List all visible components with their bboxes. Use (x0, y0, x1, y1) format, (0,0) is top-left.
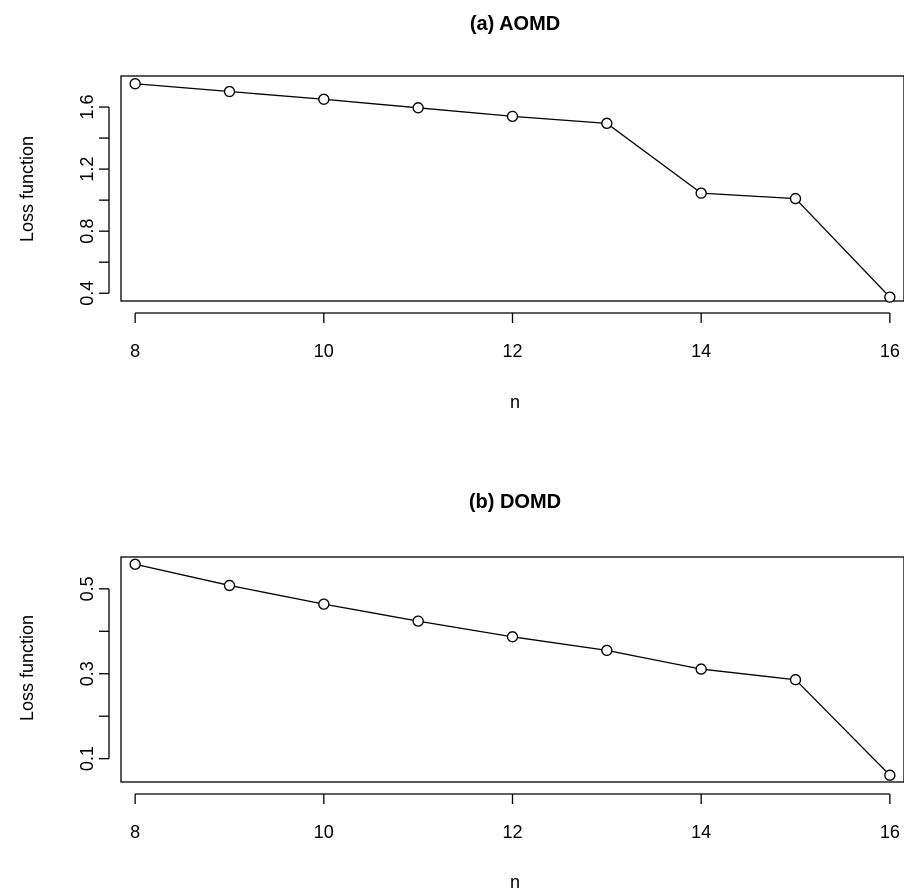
data-point-bg (884, 292, 895, 303)
y-tick-label: 0.3 (77, 661, 97, 686)
data-point-bg (696, 188, 707, 199)
data-marks (129, 78, 896, 303)
data-point-bg (696, 664, 707, 675)
y-axis-label: Loss function (17, 136, 37, 242)
data-point (695, 187, 707, 199)
x-tick-label: 8 (130, 341, 140, 361)
x-tick-label: 10 (314, 822, 334, 842)
data-point-bg (601, 118, 612, 129)
x-tick-label: 12 (502, 822, 522, 842)
panel-aomd: (a) AOMD 8 10 12 14 16 0.4 0.8 1.2 1.6 n Loss f… (17, 13, 904, 412)
data-point (223, 85, 236, 98)
data-point (223, 579, 236, 592)
data-point (412, 615, 424, 627)
y-tick-label: 1.2 (77, 157, 97, 182)
data-point-bg (790, 193, 801, 204)
data-point (884, 769, 896, 781)
data-point (129, 78, 141, 90)
plot-frame (120, 556, 904, 783)
chart-title: (b) DOMD (469, 491, 561, 513)
data-point-bg (790, 674, 801, 685)
data-point-bg (224, 86, 235, 97)
x-tick-label: 12 (502, 341, 522, 361)
data-point-bg (318, 94, 329, 105)
x-tick-label: 14 (691, 822, 711, 842)
data-point-bg (224, 580, 235, 591)
data-point (789, 192, 802, 205)
x-tick-label: 10 (314, 341, 334, 361)
data-point-bg (130, 559, 141, 570)
data-point (412, 102, 424, 114)
series-line (135, 563, 891, 776)
data-point (318, 93, 330, 105)
data-marks (129, 558, 896, 781)
y-tick-label: 0.1 (77, 746, 97, 771)
data-point (601, 117, 613, 129)
data-point-bg (413, 616, 424, 627)
panel-domd: (b) DOMD 8 10 12 14 16 0.1 0.3 0.5 n Loss func… (17, 491, 904, 892)
y-tick-label: 1.6 (77, 95, 97, 120)
data-point (506, 110, 519, 122)
data-point-bg (413, 102, 424, 113)
x-tick-label: 16 (880, 822, 900, 842)
data-point (601, 644, 613, 657)
data-point-bg (601, 645, 612, 656)
y-tick-label: 0.4 (77, 281, 97, 306)
x-tick-label: 14 (691, 341, 711, 361)
x-axis-label: n (510, 392, 520, 412)
y-axis-label: Loss function (17, 615, 37, 721)
plot-frame (120, 75, 904, 302)
y-tick-label: 0.8 (77, 219, 97, 244)
x-axis: 8 10 12 14 16 (130, 793, 900, 842)
data-point-bg (507, 631, 518, 642)
data-point (318, 598, 330, 610)
x-tick-label: 16 (880, 341, 900, 361)
y-axis: 0.1 0.3 0.5 (77, 576, 110, 771)
data-point (129, 558, 141, 570)
data-point-bg (130, 78, 141, 89)
data-point (506, 631, 519, 643)
data-point-bg (318, 599, 329, 610)
y-tick-label: 0.5 (77, 576, 97, 601)
chart-title: (a) AOMD (470, 13, 560, 35)
data-point (884, 291, 896, 303)
x-axis-label: n (510, 872, 520, 892)
y-axis: 0.4 0.8 1.2 1.6 (77, 95, 110, 306)
data-point-bg (884, 770, 895, 781)
data-point (695, 663, 707, 675)
data-point-bg (507, 111, 518, 122)
data-point (789, 674, 802, 686)
x-tick-label: 8 (130, 822, 140, 842)
x-axis: 8 10 12 14 16 (130, 312, 900, 361)
